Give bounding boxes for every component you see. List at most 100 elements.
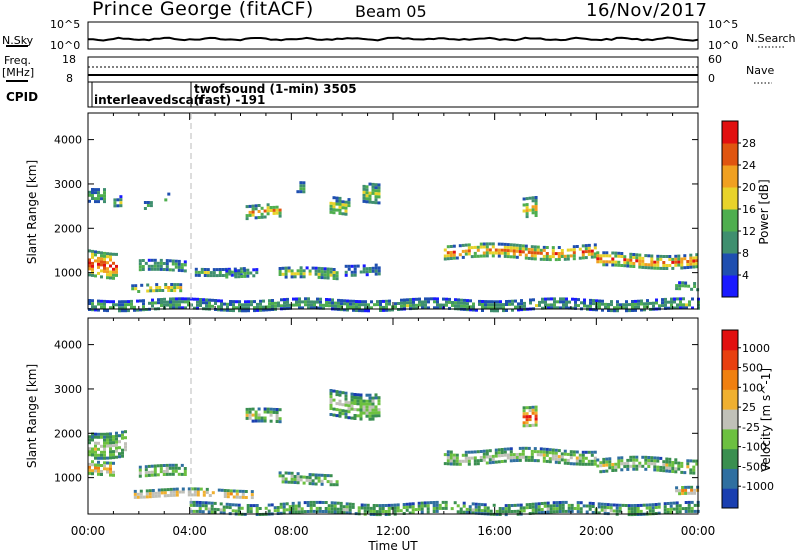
noise-trace [88,36,699,42]
velocity-colorbar-tick-label: 100 [742,381,763,394]
velocity-y-tick-label: 4000 [54,339,82,352]
cpid-label: CPID [6,90,38,104]
station-title: Prince George (fitACF) [92,0,314,20]
velocity-colorbar-segment [722,468,738,489]
power-colorbar-tick-label: 12 [742,225,756,238]
power-feature-5 [143,201,153,210]
velocity-colorbar-segment [722,428,738,450]
velocity-y-tick-label: 3000 [54,383,82,396]
velocity-colorbar-tick-label: -1000 [742,480,774,493]
velocity-colorbar-segment [722,349,738,371]
time-axis-ticks: 00:00 04:00 08:00 12:00 16:00 20:00 00:00 [71,524,716,538]
power-feature-15 [443,242,597,262]
velocity-feature-0 [88,460,115,477]
power-feature-2 [113,195,123,208]
beam-label: Beam 05 [355,2,427,21]
date-label: 16/Nov/2017 [586,0,708,21]
power-colorbar-tick-label: 24 [742,159,756,172]
noise-left-tick-bottom: 10^0 [50,39,80,52]
velocity-colorbar: 1000 500 100 25 -25 -100 -500 -1000 Velocity [m… [721,329,774,509]
power-colorbar-segment [722,231,738,254]
time-tick-label: 16:00 [477,524,512,538]
velocity-colorbar-tick-label: 25 [742,401,756,414]
freq-unit-label: [MHz] [2,66,34,79]
power-panel: 1000 2000 3000 4000 Slant Range [km] [25,112,700,313]
power-colorbar-tick-label: 28 [742,137,756,150]
velocity-feature-9 [596,455,699,475]
velocity-feature-5 [278,471,339,487]
velocity-colorbar-segment [722,448,738,469]
cpid-entry-twofsound: twofsound (1-min) 3505 [194,82,357,96]
power-feature-10 [278,266,339,281]
velocity-feature-2 [133,487,254,500]
freq-label: Freq. [4,54,31,67]
power-colorbar-segment [722,209,738,232]
power-feature-17 [596,251,699,270]
noise-right-tick-top: 10^5 [708,18,738,31]
power-feature-4 [138,258,187,273]
power-y-ticks: 1000 2000 3000 4000 [54,134,698,280]
power-colorbar-segment [722,143,738,166]
velocity-y-tick-label: 1000 [54,472,82,485]
velocity-colorbar-segment [722,389,738,410]
velocity-y-ticks: 1000 2000 3000 4000 [54,339,698,485]
velocity-colorbar-segment [722,330,738,351]
velocity-colorbar-tick-label: 500 [742,362,763,375]
velocity-x-ticks [87,318,699,514]
power-feature-0 [88,249,118,280]
velocity-feature-6 [329,389,381,421]
power-y-tick-label: 4000 [54,134,82,147]
power-feature-16 [522,196,538,219]
power-feature-3 [131,283,183,293]
power-y-tick-label: 3000 [54,178,82,191]
power-colorbar-segment [722,165,738,188]
power-colorbar-segment [722,187,738,210]
power-feature-11 [296,181,306,194]
noise-left-tick-top: 10^5 [50,18,80,31]
velocity-feature-4 [245,407,282,424]
noise-right-tick-bottom: 10^0 [708,39,738,52]
time-tick-label: 00:00 [71,524,106,538]
power-colorbar-label: Power [dB] [757,179,771,244]
velocity-feature-1 [88,430,127,460]
power-colorbar-tick-label: 8 [742,247,749,260]
time-tick-label: 08:00 [274,524,309,538]
power-feature-9 [245,203,282,221]
power-feature-6 [164,192,171,202]
power-x-ticks [87,113,699,309]
power-feature-7 [194,267,246,278]
velocity-colorbar-segment [722,488,738,509]
time-axis-label: Time UT [367,539,418,553]
power-colorbar-tick-label: 4 [742,269,749,282]
freq-tick-top: 18 [62,53,76,66]
power-colorbar-tick-label: 16 [742,203,756,216]
time-tick-label: 00:00 [681,524,716,538]
power-feature-12 [329,196,351,216]
nave-tick-top: 60 [708,53,722,66]
power-y-tick-label: 1000 [54,267,82,280]
velocity-colorbar-label: Velocity [m s^-1] [759,368,773,472]
cpid-panel: CPID interleavedscan twofsound (1-min) 3… [6,81,699,108]
nave-label: Nave [746,64,774,77]
power-feature-14 [344,263,381,277]
power-colorbar-tick-label: 20 [742,181,756,194]
velocity-colorbar-tick-label: 1000 [742,342,770,355]
time-tick-label: 04:00 [172,524,207,538]
nave-tick-bottom: 0 [708,72,715,85]
velocity-feature-7 [443,446,597,466]
velocity-colorbar-tick-label: -500 [742,460,767,473]
velocity-feature-3 [138,463,187,478]
frequency-panel: Freq. [MHz] 18 8 60 0 Nave [2,53,774,85]
velocity-colorbar-segment [722,369,738,390]
noise-panel: N.Sky 10^5 10^0 10^5 10^0 N.Search [2,18,796,52]
power-feature-13 [362,182,381,205]
velocity-panel: 1000 2000 3000 4000 Slant Range [km] [25,317,700,517]
velocity-colorbar-tick-label: -100 [742,441,767,454]
velocity-y-tick-label: 2000 [54,427,82,440]
time-tick-label: 12:00 [376,524,411,538]
noise-left-label: N.Sky [2,34,34,47]
velocity-y-axis-label: Slant Range [km] [25,364,39,468]
power-y-tick-label: 2000 [54,222,82,235]
cpid-entry-twofsound-fast: (fast) -191 [194,93,265,107]
